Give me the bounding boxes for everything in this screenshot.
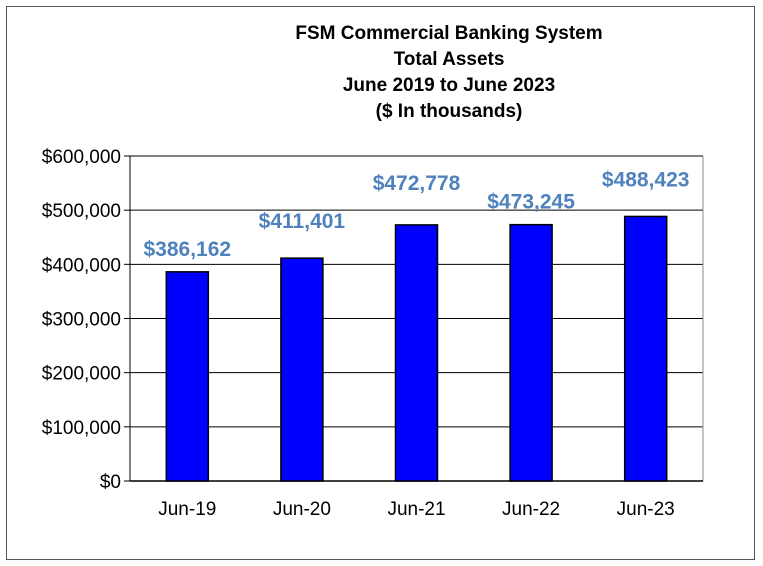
x-axis-tick-label: Jun-20 [273,499,331,520]
chart-title-line-1: FSM Commercial Banking System [295,23,602,44]
y-axis-tick-labels: $0 $100,000 $200,000 $300,000 $400,000 $500,0… [42,147,121,493]
bar-chart: FSM Commercial Banking System Total Asse… [42,23,704,520]
data-label: $473,245 [487,191,575,214]
bar [509,223,553,482]
bar [394,224,439,482]
chart-frame: FSM Commercial Banking System Total Asse… [6,6,755,560]
data-label: $386,162 [144,238,232,261]
bar [623,215,668,482]
y-axis-tick-label: $500,000 [42,201,121,222]
data-labels: $386,162 $411,401 $472,778 $473,245 $488,423 [144,168,690,260]
x-axis-tick-label: Jun-22 [502,499,560,520]
data-label: $488,423 [602,168,690,191]
bar [165,271,210,482]
y-axis-tick-label: $100,000 [42,418,121,439]
chart-title-line-3: June 2019 to June 2023 [343,75,555,96]
x-axis-tick-label: Jun-23 [617,499,675,520]
y-axis-tick-label: $400,000 [42,255,121,276]
x-axis-tick-labels: Jun-19 Jun-20 Jun-21 Jun-22 Jun-23 [158,499,675,520]
x-axis-tick-label: Jun-21 [387,499,445,520]
y-axis-tick-label: $0 [100,472,121,493]
y-axis-tick-label: $200,000 [42,364,121,385]
data-label: $472,778 [373,172,461,195]
chart-title-line-4: ($ In thousands) [376,101,523,122]
y-axis-tick-label: $600,000 [42,147,121,168]
bars [165,215,668,482]
bar [280,257,324,482]
chart-title-line-2: Total Assets [394,49,505,70]
data-label: $411,401 [259,210,346,233]
chart-title: FSM Commercial Banking System Total Asse… [295,23,602,122]
x-axis-tick-label: Jun-19 [158,499,216,520]
y-axis-tick-label: $300,000 [42,310,121,331]
